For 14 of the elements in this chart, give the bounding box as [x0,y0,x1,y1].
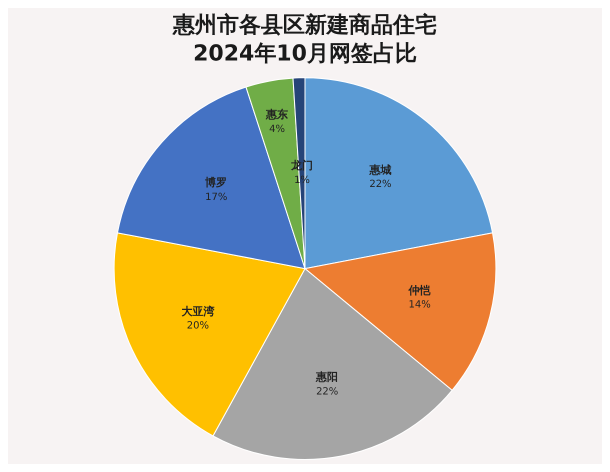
data-label: 20% [186,320,210,332]
data-label: 17% [205,192,228,203]
slice-label: 大亚湾 [181,304,216,318]
data-label: 22% [316,386,338,398]
slice-label: 惠城 [368,163,392,176]
chart-title: 惠州市各县区新建商品住宅 2024年10月网签占比 [172,12,437,67]
data-label: 1% [294,174,310,186]
slice-label: 惠阳 [315,370,338,384]
slice-label: 仲恺 [408,284,432,297]
slice-label: 博罗 [204,176,228,190]
data-label: 14% [408,300,431,311]
slice-label: 惠东 [265,108,288,122]
data-label: 4% [269,124,286,135]
data-label: 22% [369,178,392,190]
